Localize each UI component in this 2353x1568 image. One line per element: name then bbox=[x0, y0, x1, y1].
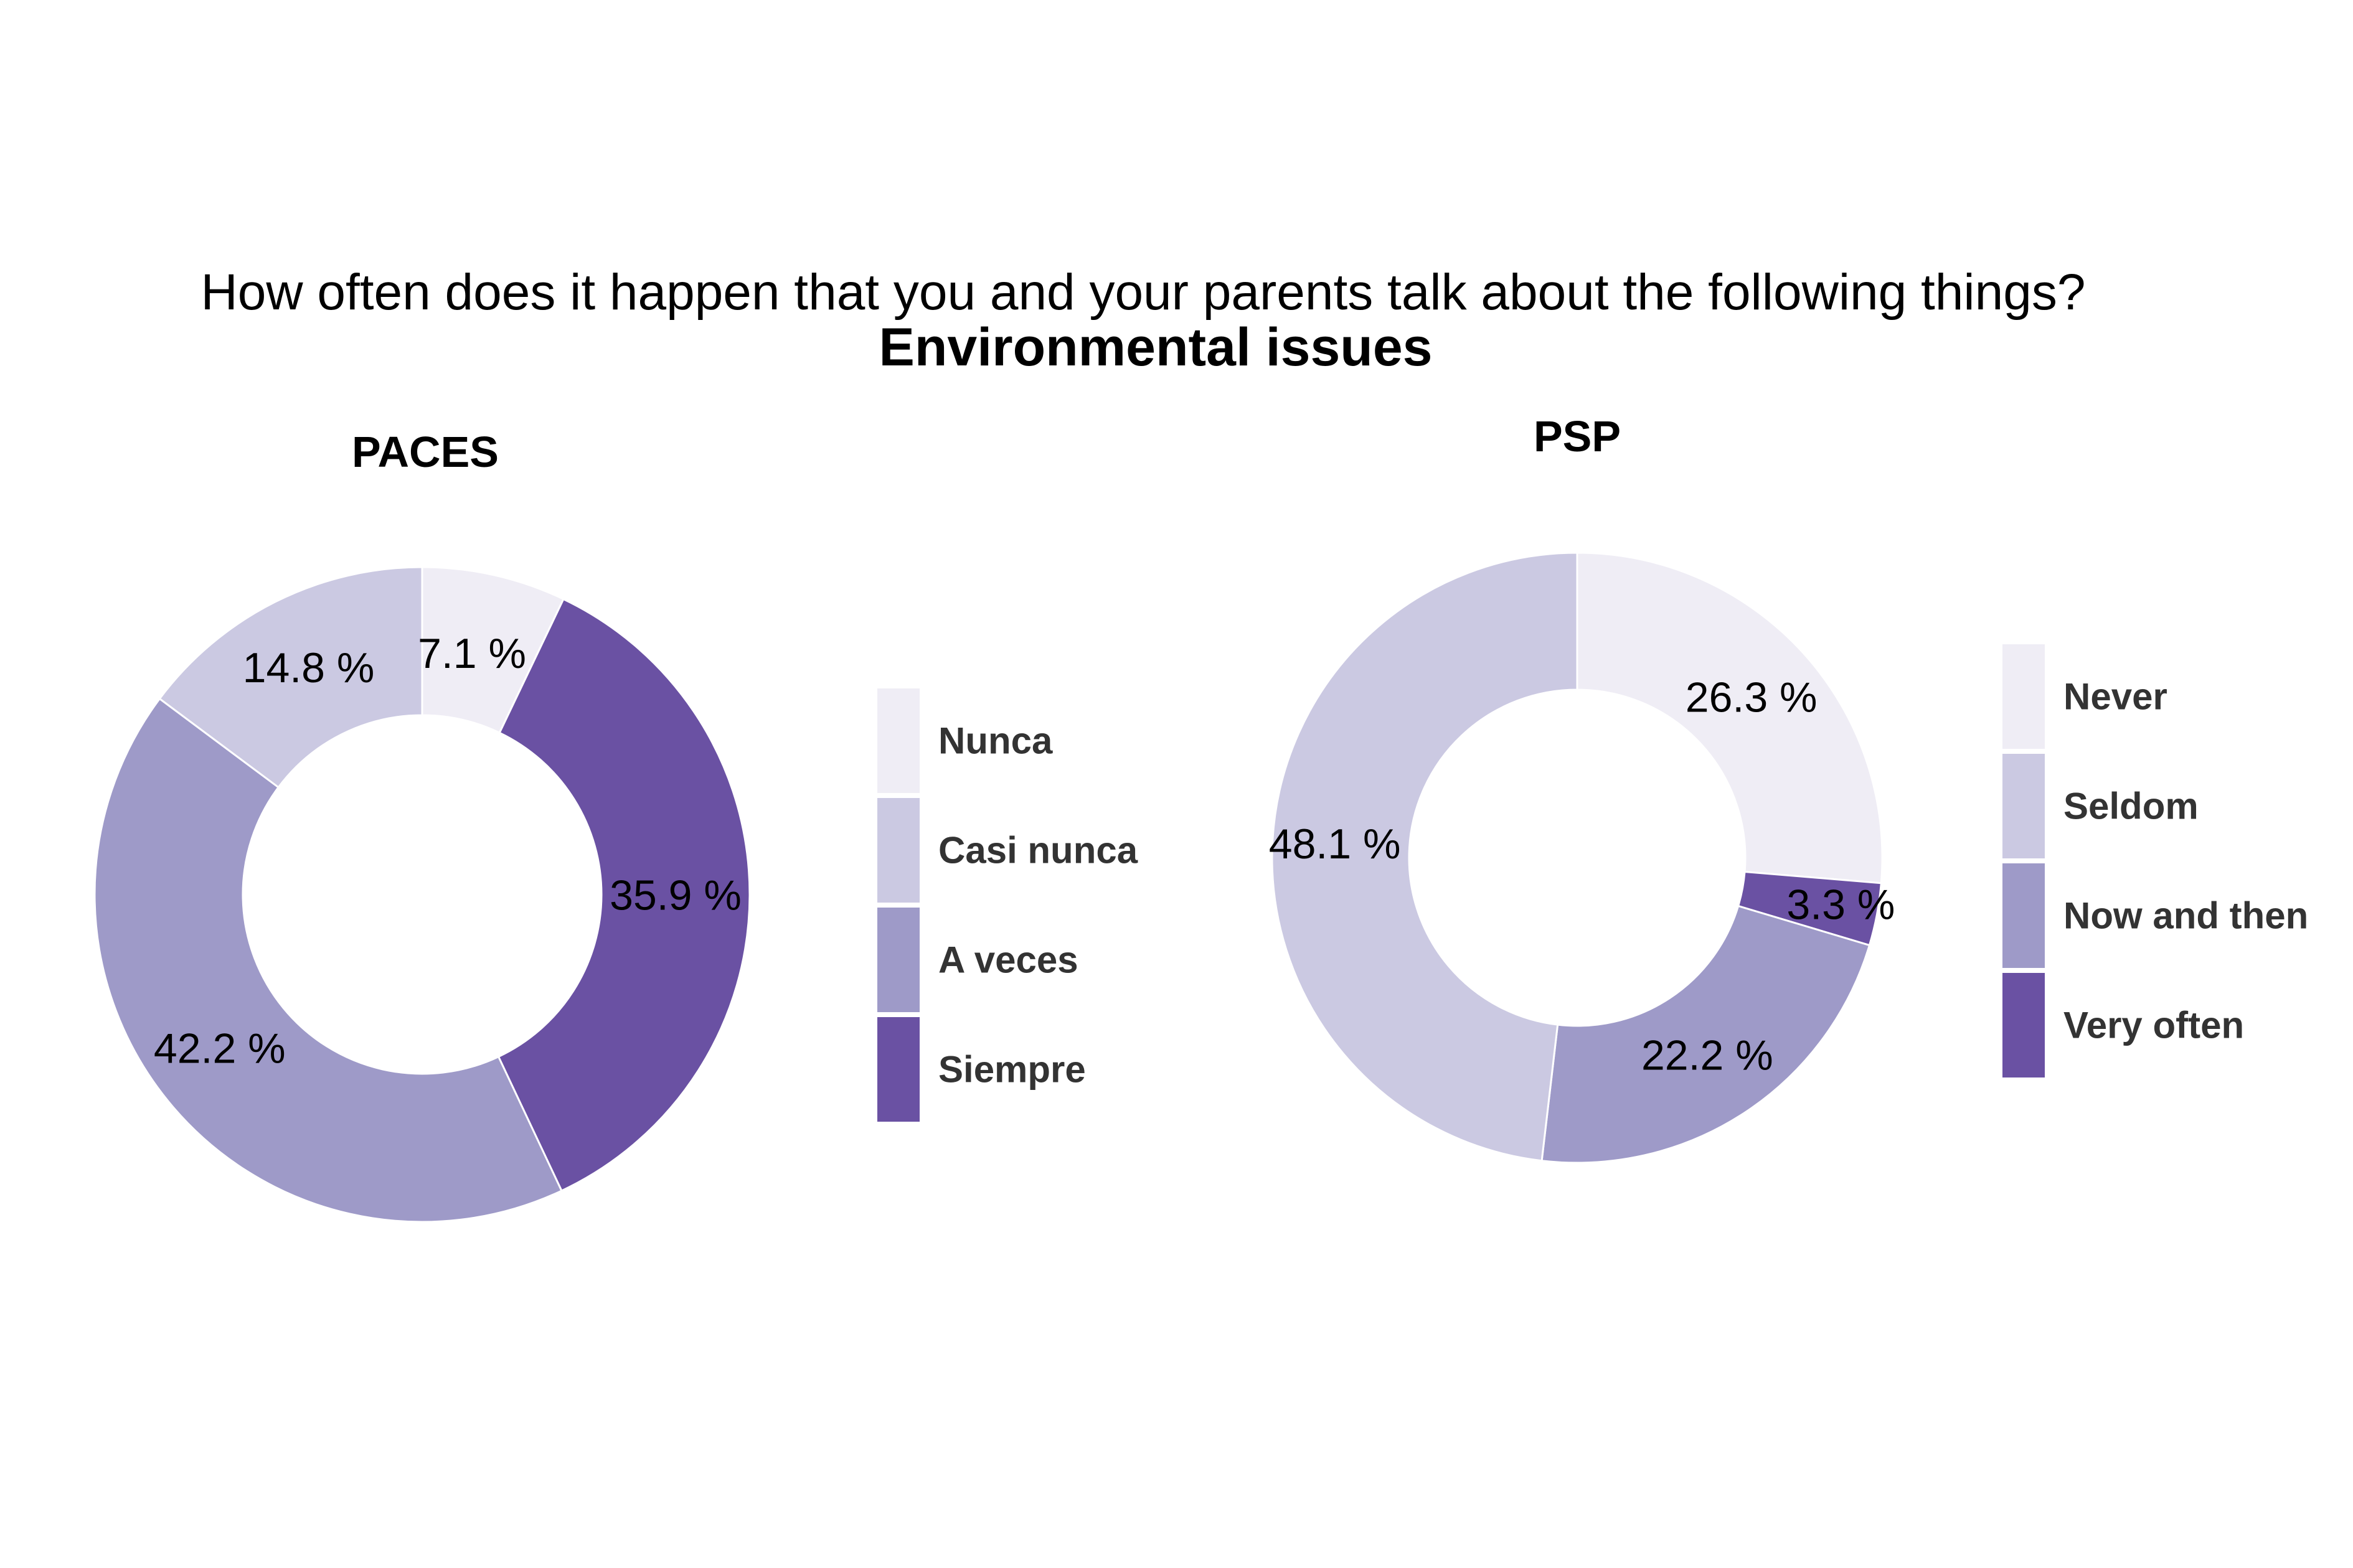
paces-legend-swatch-casi-nunca bbox=[877, 798, 920, 903]
chart-question-title: How often does it happen that you and yo… bbox=[201, 264, 2086, 321]
paces-slice-siempre bbox=[497, 598, 751, 1192]
paces-slices bbox=[93, 566, 751, 1223]
paces-data-label-siempre: 35.9 % bbox=[610, 871, 742, 919]
psp-data-label-very-often: 3.3 % bbox=[1786, 881, 1895, 929]
psp-legend-swatch-now-and-then bbox=[2002, 863, 2045, 968]
psp-donut-panel: PSP 26.3 %3.3 %22.2 %48.1 % NeverSeldomN… bbox=[1269, 412, 2308, 1164]
psp-legend-label-seldom: Seldom bbox=[2063, 786, 2199, 827]
paces-legend-swatch-nunca bbox=[877, 688, 920, 793]
psp-slice-now-and-then bbox=[1540, 904, 1871, 1164]
psp-legend-swatch-very-often bbox=[2002, 973, 2045, 1077]
paces-panel-title: PACES bbox=[352, 428, 499, 476]
psp-legend-label-never: Never bbox=[2063, 676, 2167, 718]
psp-slice-never bbox=[1576, 552, 1884, 885]
psp-legend-label-now-and-then: Now and then bbox=[2063, 895, 2308, 937]
psp-data-label-seldom: 48.1 % bbox=[1269, 820, 1401, 868]
paces-slice-casi-nunca bbox=[158, 566, 423, 789]
psp-legend-swatch-seldom bbox=[2002, 754, 2045, 858]
paces-data-label-casi-nunca: 14.8 % bbox=[243, 644, 375, 692]
chart-topic-subtitle: Environmental issues bbox=[879, 317, 1433, 377]
psp-slice-labels: 26.3 % 3.3 % 22.2 % 48.1 % bbox=[1269, 674, 1895, 1079]
paces-legend-label-nunca: Nunca bbox=[938, 720, 1053, 762]
psp-legend-label-very-often: Very often bbox=[2063, 1005, 2244, 1046]
paces-legend-swatch-a-veces bbox=[877, 908, 920, 1012]
paces-legend-label-siempre: Siempre bbox=[938, 1049, 1086, 1091]
paces-donut-panel: PACES 7.1 % 35.9 % 42.2 % 14.8 % Nunca Casi … bbox=[93, 428, 1138, 1223]
psp-panel-title: PSP bbox=[1534, 412, 1621, 461]
psp-slice-seldom bbox=[1271, 552, 1578, 1162]
psp-legend: Never Seldom Now and then Very often bbox=[2002, 644, 2308, 1077]
paces-slice-labels: 7.1 % 35.9 % 42.2 % 14.8 % bbox=[154, 630, 742, 1072]
paces-slice-a-veces bbox=[93, 697, 563, 1223]
paces-legend: Nunca Casi nunca A veces Siempre bbox=[877, 688, 1138, 1122]
psp-data-label-never: 26.3 % bbox=[1686, 674, 1818, 721]
psp-data-label-now-and-then: 22.2 % bbox=[1641, 1031, 1773, 1079]
psp-legend-swatch-never bbox=[2002, 644, 2045, 749]
paces-legend-swatch-siempre bbox=[877, 1017, 920, 1122]
paces-data-label-nunca: 7.1 % bbox=[418, 630, 526, 677]
paces-legend-label-a-veces: A veces bbox=[938, 939, 1078, 981]
psp-slices bbox=[1271, 552, 1884, 1164]
paces-data-label-a-veces: 42.2 % bbox=[154, 1025, 286, 1072]
paces-legend-label-casi-nunca: Casi nunca bbox=[938, 830, 1138, 871]
